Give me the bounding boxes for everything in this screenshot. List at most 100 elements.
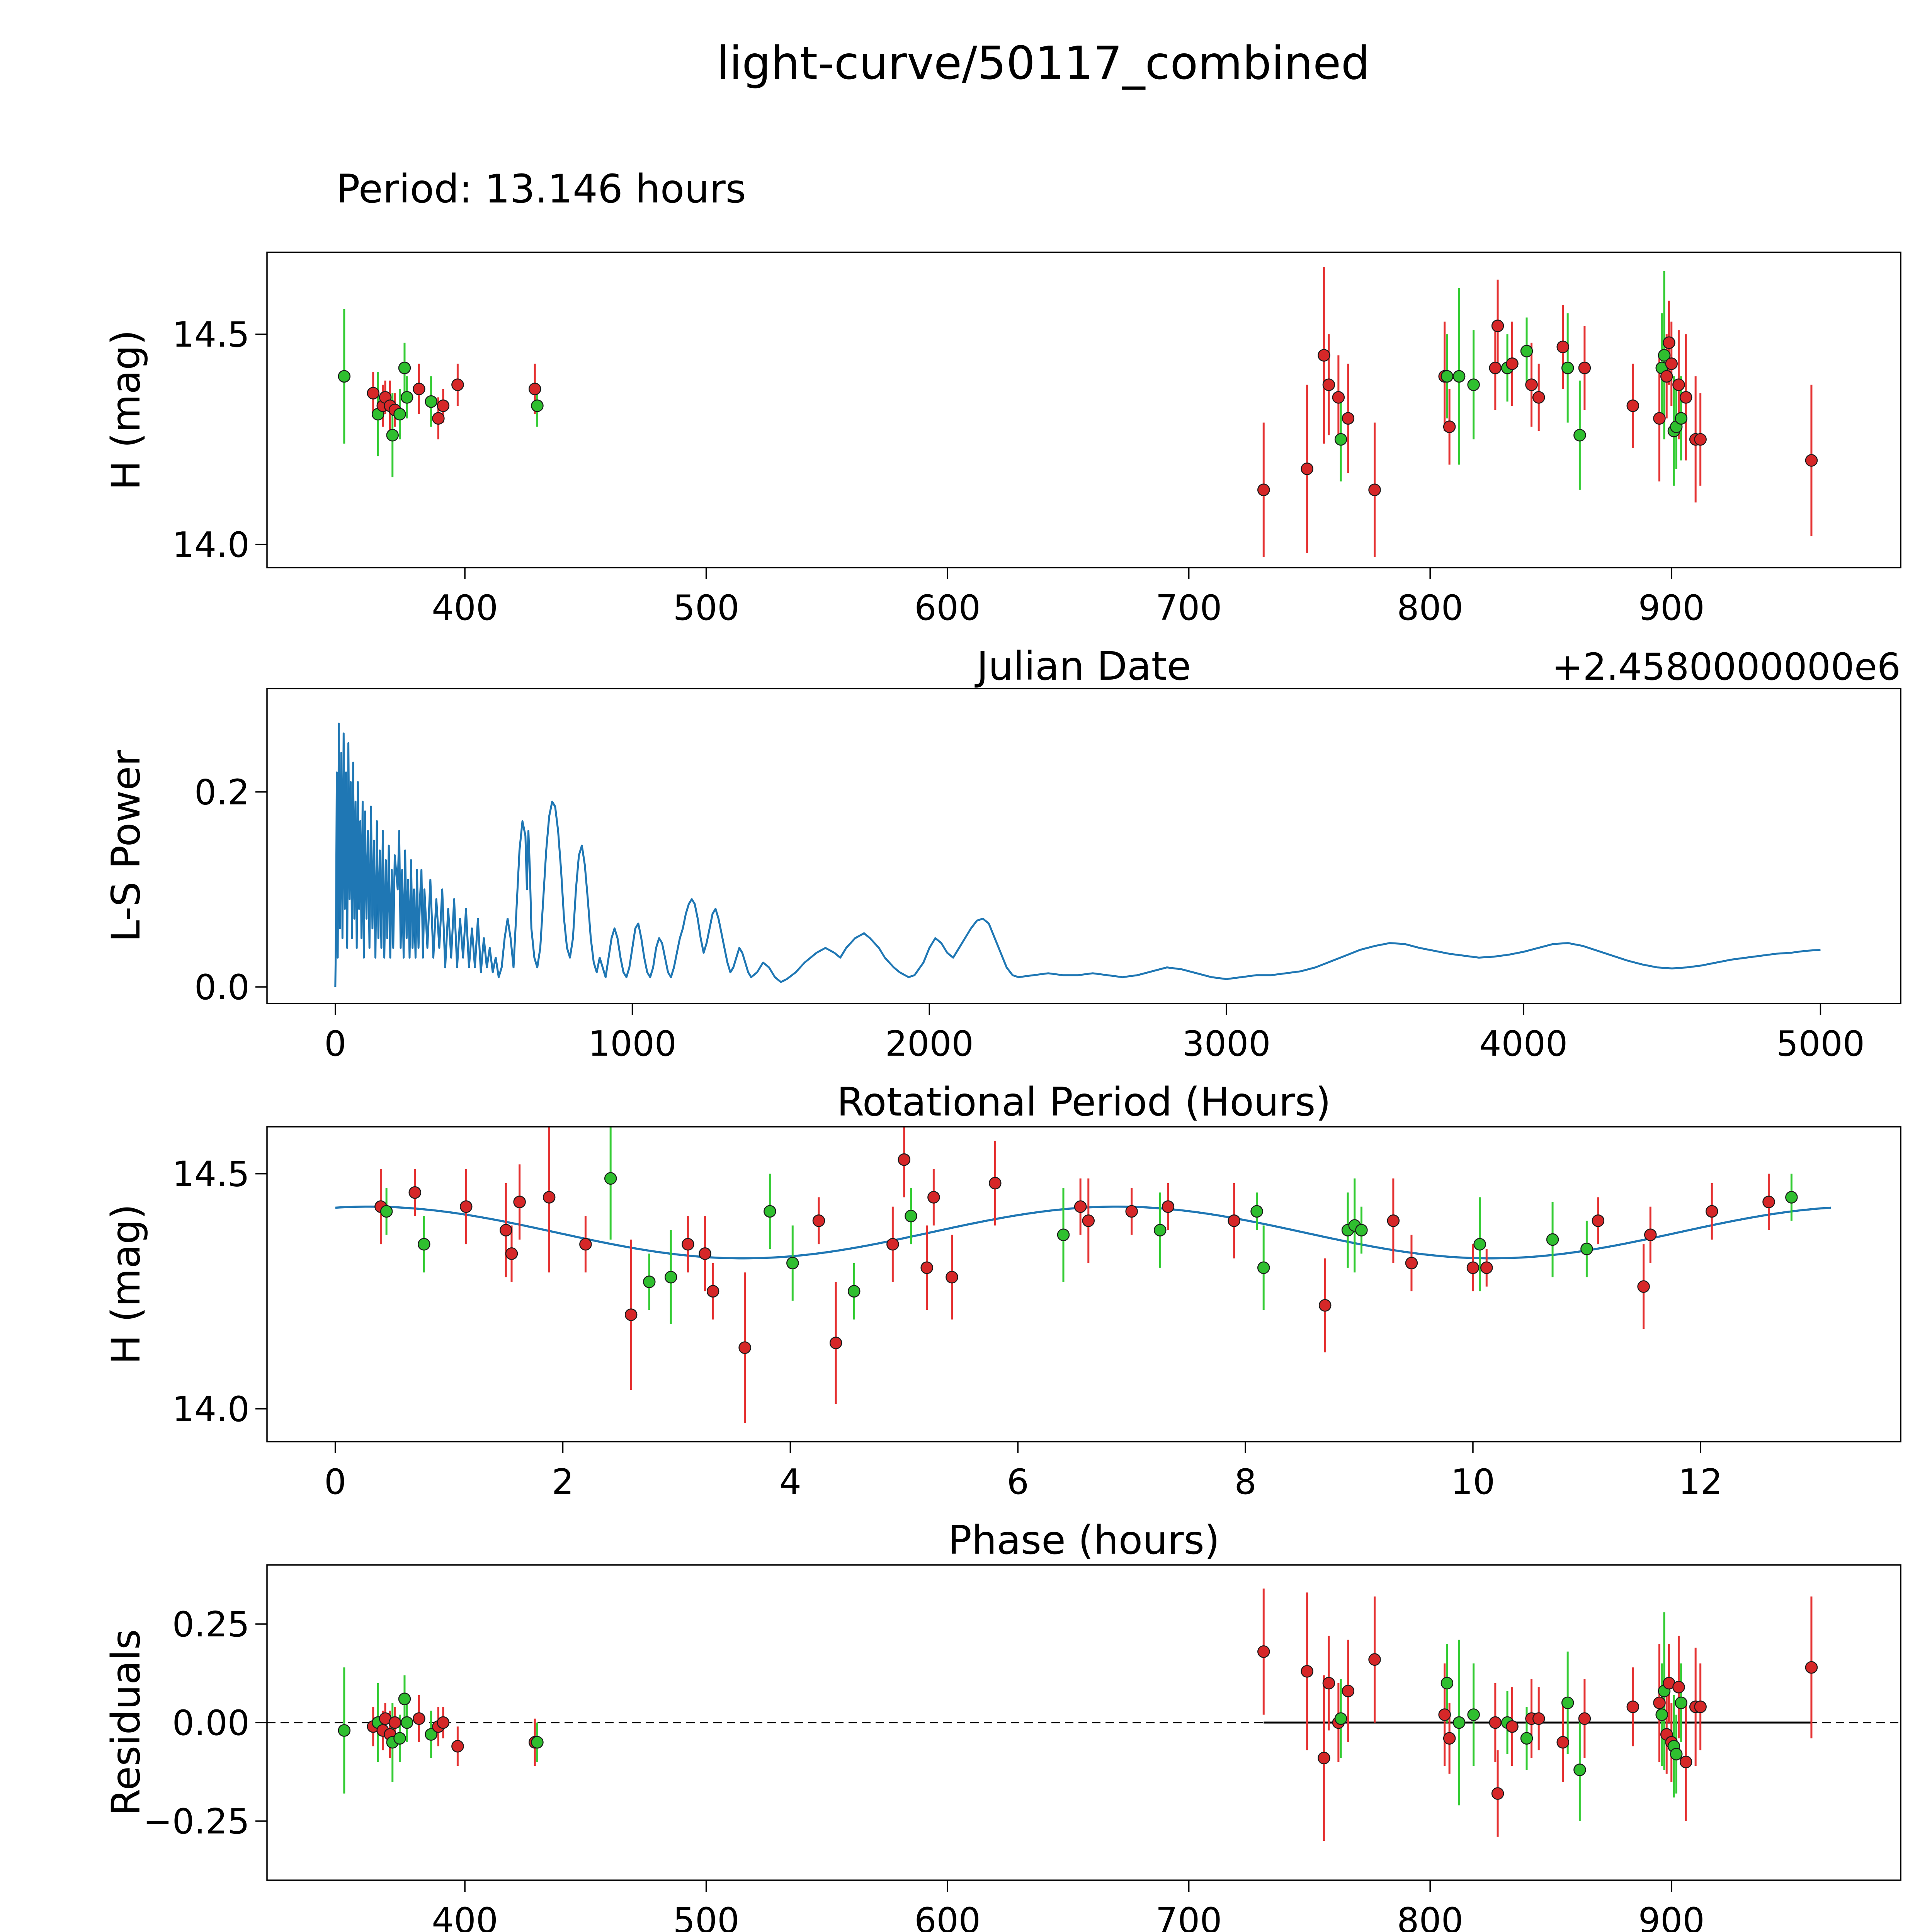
x-tick-label: 0	[324, 1462, 346, 1502]
data-point	[418, 1238, 430, 1251]
data-point	[1660, 370, 1673, 383]
data-point	[1506, 1720, 1519, 1733]
data-point	[413, 1712, 425, 1725]
data-point	[1387, 1214, 1400, 1227]
data-point	[1694, 1700, 1707, 1713]
data-point	[531, 1736, 544, 1749]
data-point	[1334, 1712, 1347, 1725]
data-point	[1491, 320, 1504, 332]
data-point	[989, 1177, 1002, 1190]
data-point	[1473, 1238, 1486, 1251]
x-tick-label: 700	[1156, 588, 1222, 628]
subplot-periodogram: 0 1000 2000 3000 4000 5000 0.0 0.2 Rotational Pe…	[103, 688, 1901, 1125]
x-tick-label: 3000	[1182, 1024, 1270, 1064]
data-point	[1467, 1708, 1480, 1721]
data-point	[1672, 1680, 1685, 1694]
x-tick-label: 600	[914, 588, 981, 628]
data-point	[531, 399, 544, 412]
data-point	[1672, 378, 1685, 391]
axes-frame	[266, 688, 1901, 1004]
x-tick-label: 800	[1397, 1900, 1463, 1932]
data-point	[1125, 1205, 1138, 1218]
data-point	[643, 1276, 656, 1288]
data-point	[1334, 433, 1347, 446]
data-point	[812, 1214, 825, 1227]
data-point	[513, 1196, 526, 1208]
axes-frame	[266, 1126, 1901, 1442]
data-point	[528, 383, 541, 395]
y-tick-label: −0.25	[143, 1801, 250, 1842]
data-point	[1342, 412, 1355, 425]
data-point	[1546, 1233, 1559, 1246]
x-tick-label: 600	[914, 1900, 981, 1932]
data-point	[1705, 1205, 1718, 1218]
data-point	[1257, 1261, 1270, 1274]
x-tick-label: 8	[1234, 1462, 1256, 1502]
data-point	[1322, 378, 1335, 391]
data-point	[927, 1191, 940, 1204]
data-point	[1520, 345, 1533, 357]
data-point	[1480, 1261, 1493, 1274]
data-point	[1489, 1716, 1502, 1729]
data-point	[1637, 1280, 1650, 1293]
data-point	[393, 1732, 406, 1745]
x-tick-label: 0	[324, 1024, 346, 1064]
data-point	[1368, 483, 1381, 496]
data-point	[1322, 1677, 1335, 1690]
data-point	[664, 1271, 677, 1284]
data-point	[1653, 412, 1666, 425]
data-point	[386, 429, 399, 442]
data-point	[699, 1247, 711, 1260]
x-tick-label: 6	[1007, 1462, 1029, 1502]
data-point	[1675, 1696, 1687, 1709]
data-point	[388, 1716, 401, 1729]
data-point	[1318, 1752, 1330, 1765]
data-point	[1694, 433, 1707, 446]
data-point	[1228, 1214, 1240, 1227]
data-point	[505, 1247, 518, 1260]
x-axis-offset-text: +2.4580000000e6	[1552, 645, 1901, 689]
data-point	[682, 1238, 694, 1251]
data-point	[1452, 1716, 1466, 1729]
data-point	[1057, 1228, 1070, 1242]
model-fit-curve	[335, 1206, 1831, 1260]
data-point	[1301, 1665, 1313, 1678]
data-point	[1368, 1653, 1381, 1666]
data-point	[1082, 1214, 1095, 1227]
data-point	[1580, 1243, 1593, 1255]
data-point	[398, 361, 411, 374]
data-point	[400, 1716, 413, 1729]
data-point	[400, 391, 413, 404]
x-tick-label: 500	[673, 1900, 740, 1932]
data-point	[1626, 1700, 1639, 1713]
data-point	[1443, 1732, 1456, 1745]
data-point	[1762, 1196, 1775, 1208]
data-point	[706, 1285, 719, 1298]
x-tick-label: 400	[432, 1900, 498, 1932]
data-point	[1532, 391, 1545, 404]
data-point	[738, 1341, 751, 1354]
x-tick-label: 400	[432, 588, 498, 628]
y-tick-label: 0.25	[172, 1604, 250, 1645]
data-point	[1452, 370, 1466, 383]
data-point	[1332, 391, 1345, 404]
x-tick-label: 1000	[588, 1024, 677, 1064]
data-point	[886, 1238, 899, 1251]
data-point	[1556, 340, 1569, 354]
data-point	[1257, 483, 1270, 496]
data-point	[1573, 429, 1586, 442]
data-point	[1573, 1764, 1586, 1776]
y-tick-label: 0.2	[194, 772, 250, 813]
data-point	[367, 387, 380, 400]
subplot-jd-mag: 400 500 600 700 800 900 14.0 14.5 Julian Date +2.…	[103, 252, 1901, 689]
y-tick-label: 14.0	[172, 1389, 250, 1430]
data-point	[437, 1716, 450, 1729]
data-point	[905, 1209, 917, 1223]
data-point	[543, 1191, 556, 1204]
data-point	[764, 1205, 776, 1218]
x-tick-label: 700	[1156, 1900, 1222, 1932]
x-tick-label: 10	[1451, 1462, 1495, 1502]
x-tick-label: 4	[779, 1462, 801, 1502]
